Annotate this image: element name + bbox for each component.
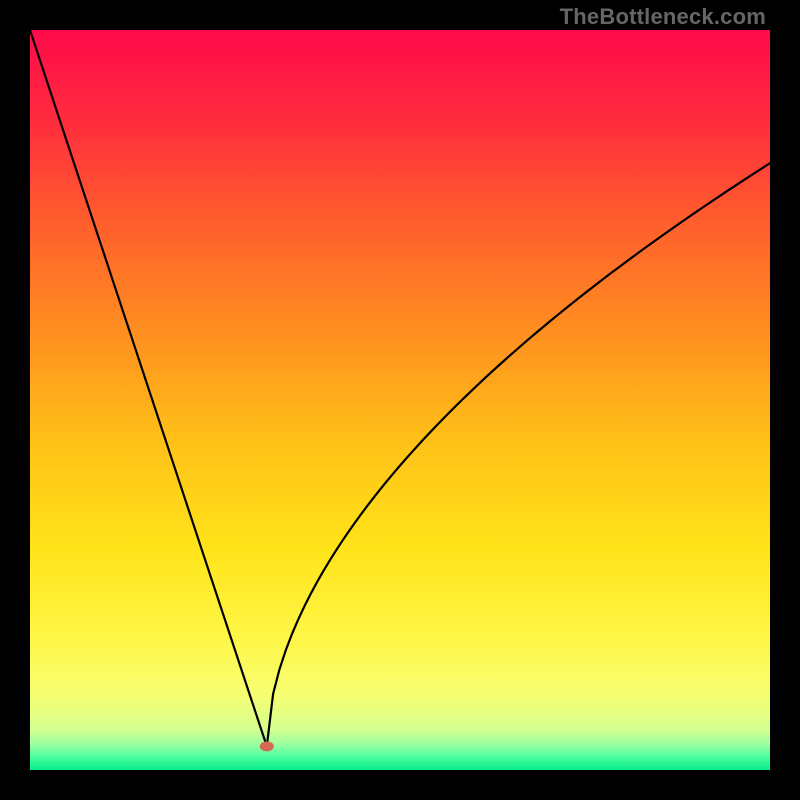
plot-svg <box>30 30 770 770</box>
watermark-text: TheBottleneck.com <box>560 4 766 30</box>
minimum-marker <box>260 741 274 751</box>
chart-frame: TheBottleneck.com <box>0 0 800 800</box>
plot-area <box>30 30 770 770</box>
gradient-background <box>30 30 770 770</box>
